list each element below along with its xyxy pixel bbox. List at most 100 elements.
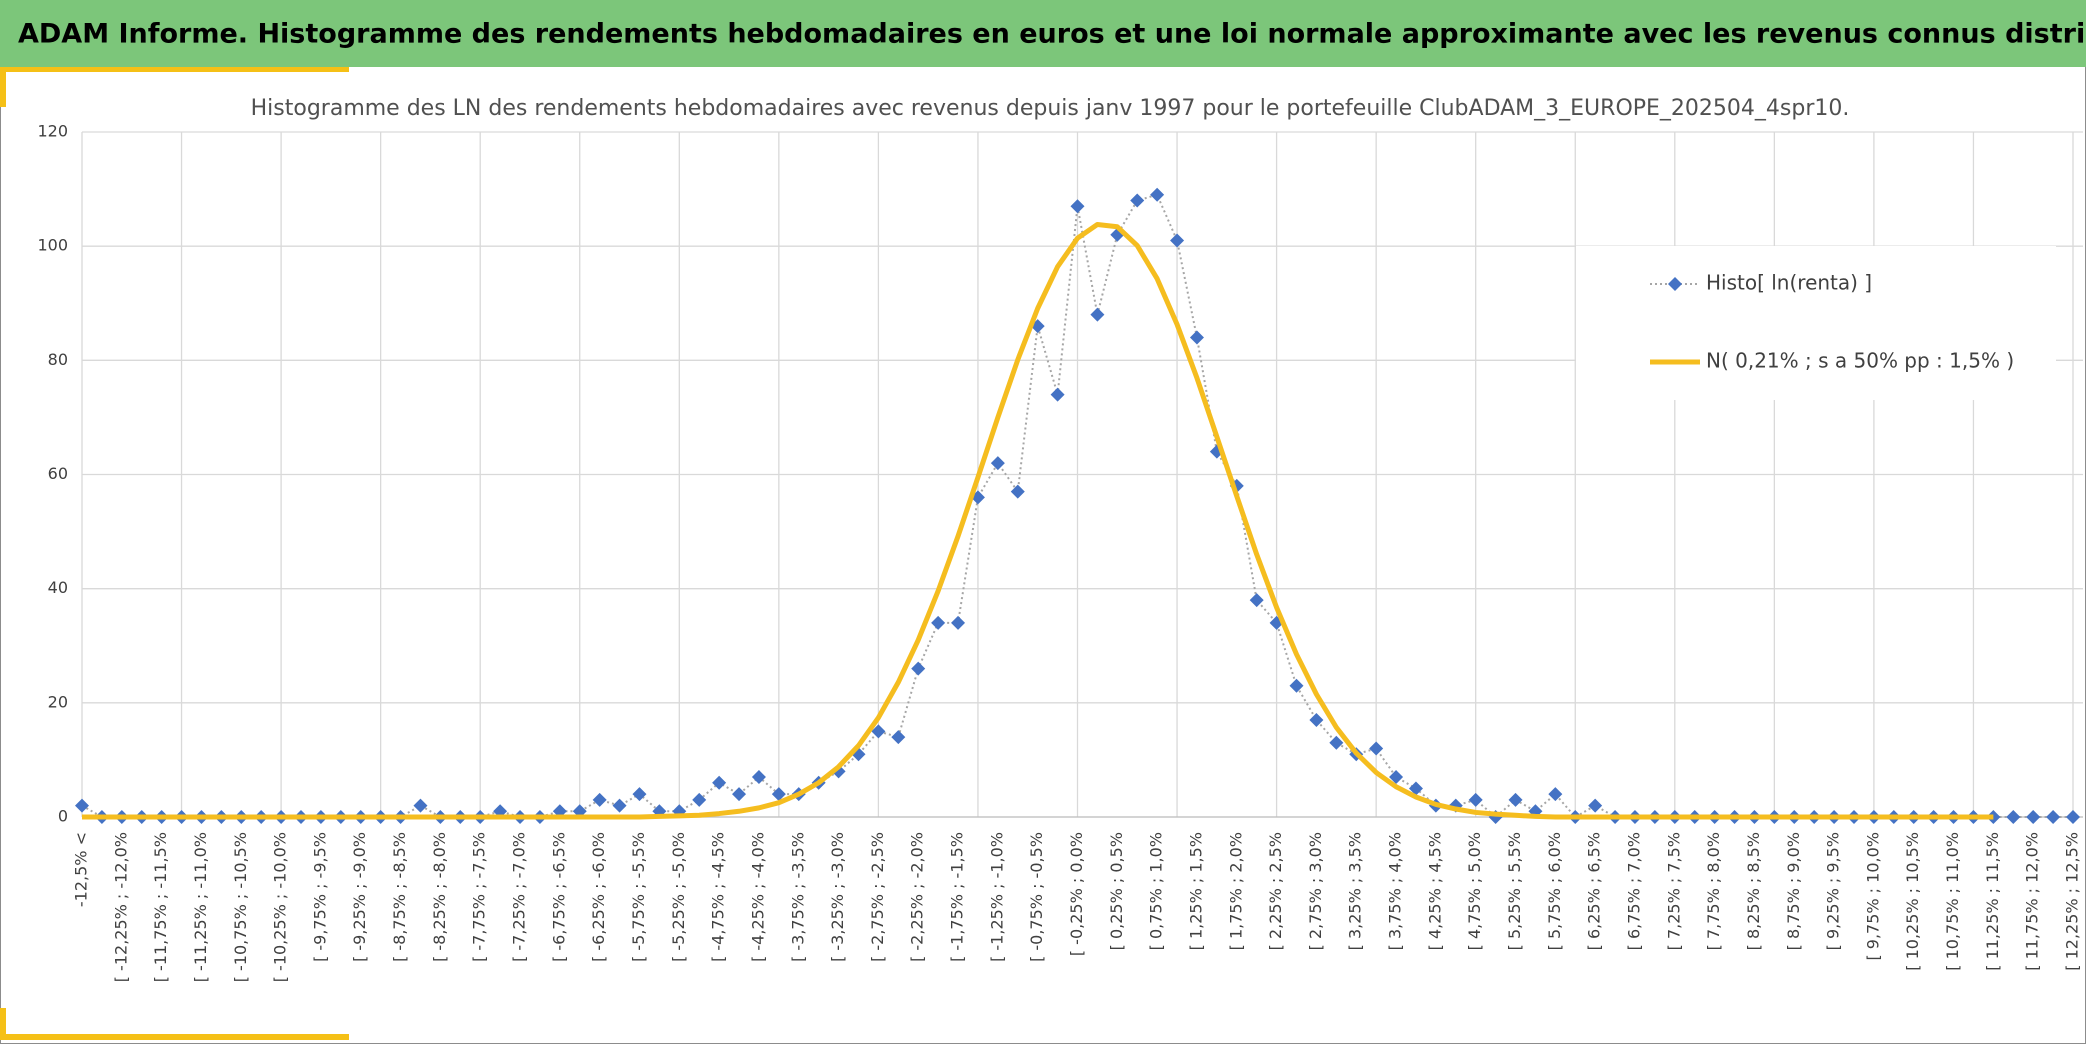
x-tick-label: [ 6,75% ; 7,0% bbox=[1624, 832, 1643, 950]
x-tick-label: [ 1,75% ; 2,0% bbox=[1226, 832, 1245, 950]
data-point bbox=[612, 798, 627, 813]
x-tick-label: [ 5,25% ; 5,5% bbox=[1505, 832, 1524, 950]
x-tick-label: [ -1,25% ; -1,0% bbox=[987, 832, 1006, 962]
x-tick-label: [ -6,75% ; -6,5% bbox=[549, 832, 568, 962]
legend-label: N( 0,21% ; s a 50% pp : 1,5% ) bbox=[1706, 349, 2014, 373]
x-tick-label: [ -5,75% ; -5,5% bbox=[629, 832, 648, 962]
chart-title: Histogramme des LN des rendements hebdom… bbox=[251, 96, 1850, 121]
accent-top bbox=[0, 67, 349, 72]
data-point bbox=[1508, 792, 1523, 807]
x-tick-label: [ -10,75% ; -10,5% bbox=[231, 832, 250, 982]
x-tick-label: [ 3,25% ; 3,5% bbox=[1346, 832, 1365, 950]
x-tick-label: [ -4,25% ; -4,0% bbox=[748, 832, 767, 962]
data-point bbox=[931, 615, 946, 630]
data-point bbox=[2026, 810, 2041, 824]
data-point bbox=[1329, 735, 1344, 750]
accent-left-bottom bbox=[0, 1008, 6, 1038]
data-point bbox=[1050, 387, 1065, 402]
data-point bbox=[1090, 307, 1105, 322]
x-tick-label: [ -8,25% ; -8,0% bbox=[430, 832, 449, 962]
data-point bbox=[632, 787, 647, 802]
x-tick-label: [ -4,75% ; -4,5% bbox=[709, 832, 728, 962]
x-tick-label: [ 5,75% ; 6,0% bbox=[1545, 832, 1564, 950]
x-tick-label: [ -7,75% ; -7,5% bbox=[470, 832, 489, 962]
legend-box bbox=[1576, 246, 2056, 400]
header-title: ADAM Informe. Histogramme des rendements… bbox=[18, 19, 2086, 50]
data-point bbox=[1408, 781, 1423, 796]
x-tick-label: [ 10,25% ; 10,5% bbox=[1903, 832, 1922, 971]
x-tick-label: [ 0,75% ; 1,0% bbox=[1147, 832, 1166, 950]
x-tick-label: [ 10,75% ; 11,0% bbox=[1943, 832, 1962, 971]
x-tick-label: [ -3,75% ; -3,5% bbox=[788, 832, 807, 962]
x-tick-label: [ 11,75% ; 12,0% bbox=[2023, 832, 2042, 971]
data-point bbox=[2046, 810, 2061, 824]
data-point bbox=[871, 724, 886, 739]
data-point bbox=[732, 787, 747, 802]
x-tick-label: [ 2,25% ; 2,5% bbox=[1266, 832, 1285, 950]
data-point bbox=[592, 792, 607, 807]
legend-marker bbox=[1668, 277, 1682, 291]
x-tick-label: [ 9,75% ; 10,0% bbox=[1863, 832, 1882, 961]
header-bar bbox=[0, 0, 2086, 67]
data-point bbox=[990, 456, 1005, 471]
y-tick-label: 120 bbox=[37, 122, 68, 141]
data-point bbox=[1289, 678, 1304, 693]
x-tick-label: [ 1,25% ; 1,5% bbox=[1186, 832, 1205, 950]
data-point bbox=[413, 798, 428, 813]
x-tick-label: [ -10,25% ; -10,0% bbox=[271, 832, 290, 982]
x-tick-label: [ -2,25% ; -2,0% bbox=[908, 832, 927, 962]
x-tick-label: [ 3,75% ; 4,0% bbox=[1386, 832, 1405, 950]
normal-curve bbox=[82, 221, 1994, 820]
y-tick-label: 80 bbox=[48, 350, 68, 369]
x-tick-label: [ -11,25% ; -11,0% bbox=[191, 832, 210, 982]
x-tick-label: [ -0,25% ; 0,0% bbox=[1067, 832, 1086, 956]
x-tick-label: [ -11,75% ; -11,5% bbox=[151, 832, 170, 982]
data-point bbox=[75, 798, 89, 813]
x-tick-label: [ -12,25% ; -12,0% bbox=[111, 832, 130, 982]
data-point bbox=[1309, 712, 1324, 727]
data-point bbox=[911, 661, 926, 676]
y-tick-label: 0 bbox=[58, 807, 68, 826]
x-tick-label: [ -8,75% ; -8,5% bbox=[390, 832, 409, 962]
y-tick-label: 60 bbox=[48, 464, 68, 483]
data-point bbox=[771, 787, 786, 802]
x-tick-label: [ -0,75% ; -0,5% bbox=[1027, 832, 1046, 962]
x-tick-label: [ 8,75% ; 9,0% bbox=[1784, 832, 1803, 950]
data-point bbox=[2006, 810, 2021, 824]
data-point bbox=[1389, 770, 1404, 785]
x-tick-label: [ 7,75% ; 8,0% bbox=[1704, 832, 1723, 950]
accent-bottom bbox=[0, 1034, 349, 1040]
accent-left bbox=[0, 67, 6, 107]
x-tick-label: [ -2,75% ; -2,5% bbox=[868, 832, 887, 962]
legend-label: Histo[ ln(renta) ] bbox=[1706, 271, 1872, 295]
x-tick-label: [ -3,25% ; -3,0% bbox=[828, 832, 847, 962]
y-tick-label: 20 bbox=[48, 692, 68, 711]
y-tick-label: 40 bbox=[48, 578, 68, 597]
x-tick-label: [ -9,75% ; -9,5% bbox=[310, 832, 329, 962]
data-point bbox=[891, 730, 906, 745]
x-tick-label: [ -9,25% ; -9,0% bbox=[350, 832, 369, 962]
x-tick-label: [ 11,25% ; 11,5% bbox=[1983, 832, 2002, 971]
data-point bbox=[751, 770, 766, 785]
x-tick-label: [ -6,25% ; -6,0% bbox=[589, 832, 608, 962]
data-point bbox=[712, 775, 727, 790]
x-tick-label: -12,5% < bbox=[72, 832, 91, 907]
data-point bbox=[1249, 593, 1264, 608]
data-point bbox=[951, 615, 966, 630]
data-point bbox=[1369, 741, 1384, 756]
x-tick-label: [ 7,25% ; 7,5% bbox=[1664, 832, 1683, 950]
y-tick-label: 100 bbox=[37, 236, 68, 255]
x-tick-label: [ -5,25% ; -5,0% bbox=[669, 832, 688, 962]
x-tick-label: [ 12,25% ; 12,5% bbox=[2063, 832, 2082, 971]
x-tick-label: [ 0,25% ; 0,5% bbox=[1107, 832, 1126, 950]
x-tick-label: [ 2,75% ; 3,0% bbox=[1306, 832, 1325, 950]
data-point bbox=[1588, 798, 1603, 813]
data-point bbox=[692, 792, 707, 807]
data-point bbox=[1070, 199, 1085, 214]
data-point bbox=[1189, 330, 1204, 345]
data-point bbox=[2066, 810, 2080, 824]
x-tick-label: [ 6,25% ; 6,5% bbox=[1585, 832, 1604, 950]
x-tick-label: [ -1,75% ; -1,5% bbox=[948, 832, 967, 962]
